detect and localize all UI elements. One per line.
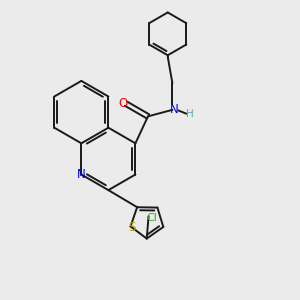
Text: N: N [76,168,85,181]
Text: Cl: Cl [146,213,157,223]
Text: H: H [186,109,194,119]
Text: N: N [169,103,178,116]
Text: O: O [118,97,128,110]
Text: S: S [128,221,136,234]
